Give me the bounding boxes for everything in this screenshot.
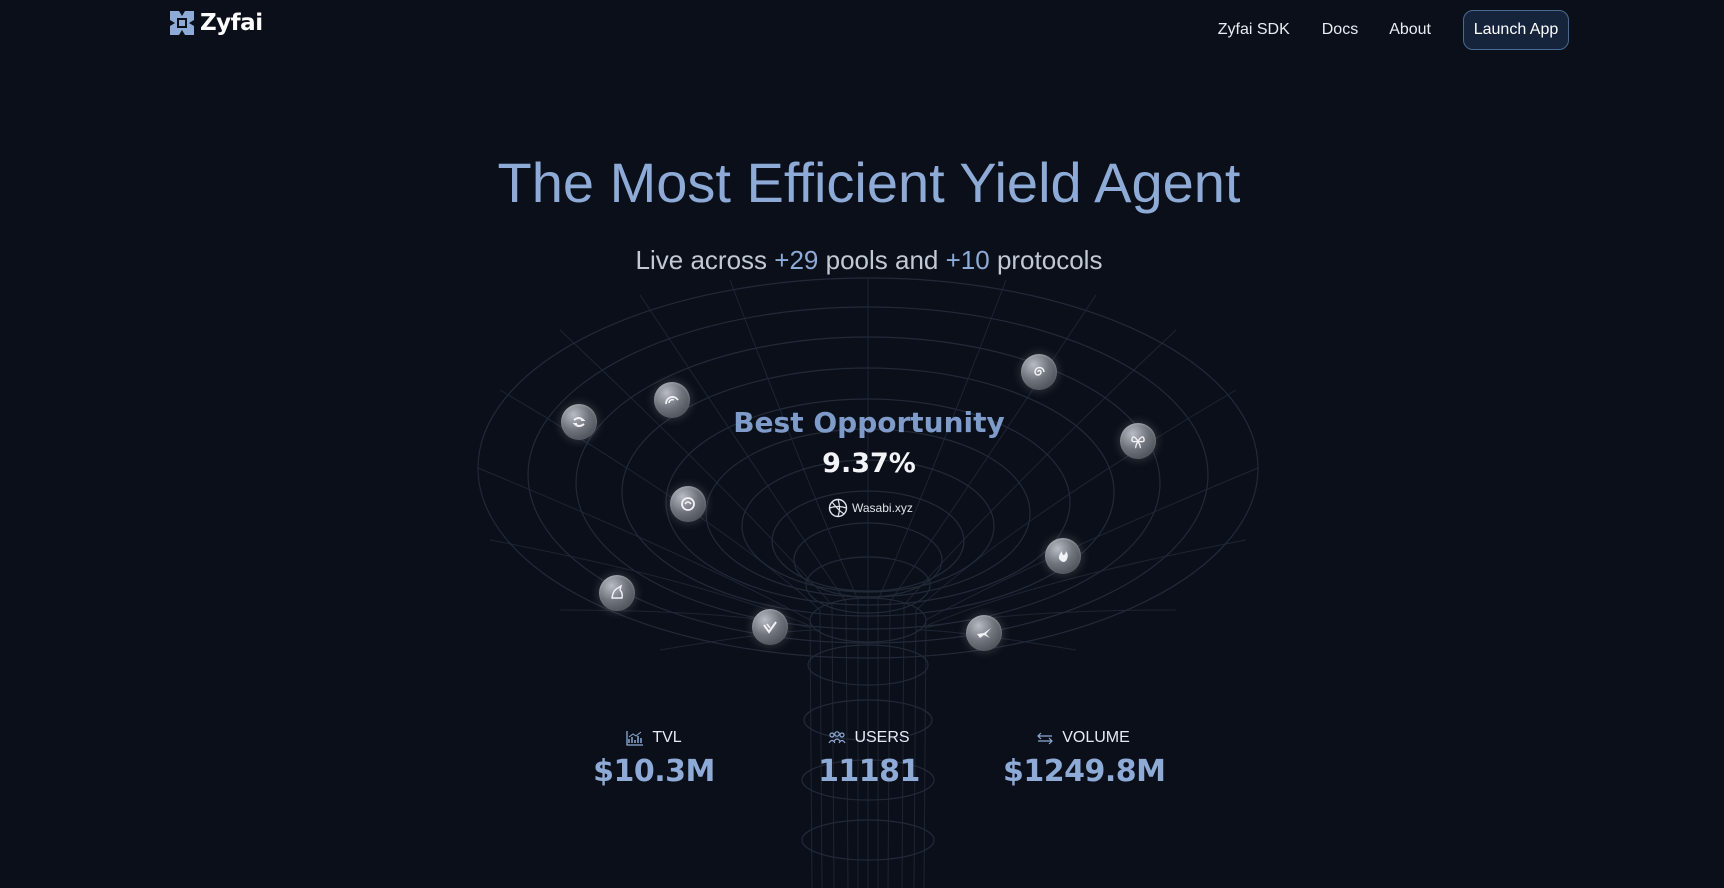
nav-docs[interactable]: Docs — [1321, 21, 1359, 38]
gauge-icon — [665, 396, 679, 405]
best-opportunity-protocol[interactable]: Wasabi.xyz — [828, 498, 913, 518]
wasabi-logo-icon — [828, 498, 848, 518]
nav-zyfai-sdk[interactable]: Zyfai SDK — [1217, 21, 1290, 38]
hero-title: The Most Efficient Yield Agent — [497, 151, 1241, 214]
stat-tvl: TVL $10.3M — [584, 728, 724, 789]
spiral-icon — [1034, 366, 1045, 376]
butterfly-icon — [1131, 436, 1145, 449]
stat-users: USERS 11181 — [799, 728, 939, 789]
ring-protocol-icon[interactable] — [670, 486, 706, 522]
volume-value: $1249.8M — [1003, 754, 1166, 789]
ring-icon — [681, 497, 695, 511]
protocol-name: Wasabi.xyz — [852, 501, 913, 515]
users-icon — [828, 730, 846, 746]
logo-text: Zyfai — [200, 10, 263, 36]
top-nav: Zyfai SDK Docs About Launch App — [1218, 10, 1569, 50]
pools-count: +29 — [774, 245, 819, 275]
subtitle-suffix: protocols — [989, 245, 1103, 275]
spiral-protocol-icon[interactable] — [1021, 354, 1057, 390]
tvl-value: $10.3M — [593, 754, 715, 789]
arrows-icon — [1036, 730, 1054, 746]
butterfly-protocol-icon[interactable] — [1120, 423, 1156, 459]
users-value: 11181 — [818, 754, 920, 789]
header: Zyfai Zyfai SDK Docs About Launch App — [0, 0, 1724, 60]
volume-label: VOLUME — [1062, 729, 1130, 746]
flame-protocol-icon[interactable] — [1045, 538, 1081, 574]
stat-volume: VOLUME $1249.8M — [1003, 728, 1166, 789]
swap-icon — [572, 417, 586, 427]
hero-subtitle: Live across +29 pools and +10 protocols — [0, 245, 1724, 276]
unicorn-protocol-icon[interactable] — [599, 575, 635, 611]
tvl-label: TVL — [652, 729, 682, 746]
launch-app-button[interactable]: Launch App — [1463, 10, 1569, 50]
unicorn-icon — [611, 584, 623, 599]
check-icon — [763, 621, 777, 634]
users-label: USERS — [854, 729, 910, 746]
check-protocol-icon[interactable] — [752, 609, 788, 645]
best-opportunity-title: Best Opportunity — [733, 406, 1005, 439]
subtitle-prefix: Live across — [635, 245, 775, 275]
best-opportunity-value: 9.37% — [822, 448, 916, 479]
zyfai-logo-icon — [170, 11, 194, 35]
protocols-count: +10 — [945, 245, 990, 275]
bird-icon — [977, 628, 991, 638]
logo[interactable]: Zyfai — [168, 9, 263, 37]
subtitle-mid: pools and — [818, 245, 946, 275]
chart-icon — [626, 730, 644, 746]
flame-icon — [1058, 551, 1068, 562]
swap-protocol-icon[interactable] — [561, 404, 597, 440]
gauge-protocol-icon[interactable] — [654, 382, 690, 418]
nav-about[interactable]: About — [1389, 21, 1431, 38]
bird-protocol-icon[interactable] — [966, 615, 1002, 651]
